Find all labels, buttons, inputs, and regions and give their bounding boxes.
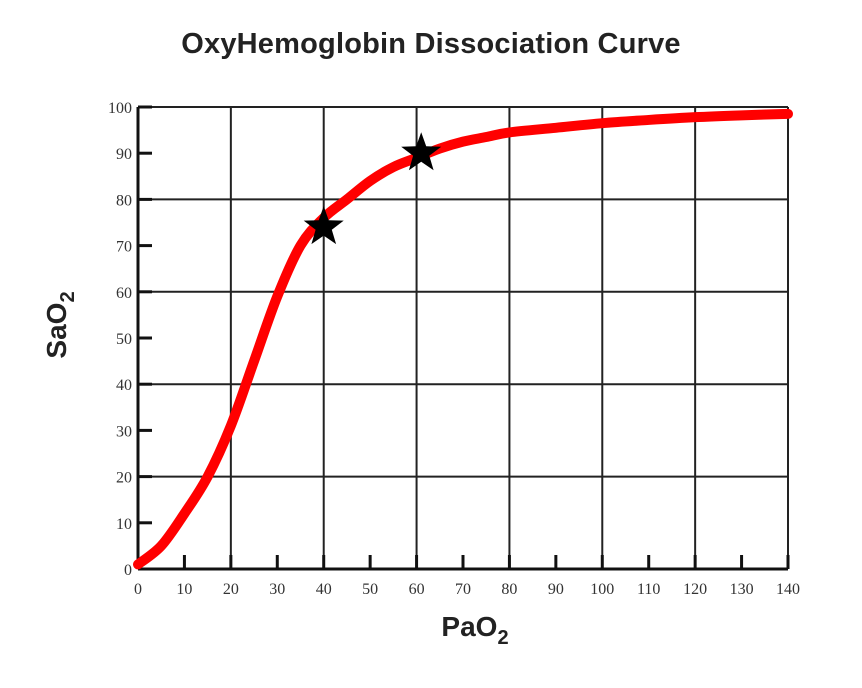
x-tick-label: 110 — [637, 581, 660, 598]
x-tick-label: 90 — [548, 581, 564, 598]
x-tick-label: 60 — [409, 581, 425, 598]
x-gridlines — [137, 107, 789, 569]
y-axis-title-main: SaO — [41, 303, 72, 359]
x-tick-label: 80 — [501, 581, 517, 598]
x-ticks: 0 10 20 30 40 50 60 70 80 90 100 110 120 130 140 — [134, 555, 800, 598]
x-tick-label: 20 — [223, 581, 239, 598]
star-marker — [303, 206, 344, 245]
x-tick-label: 130 — [730, 581, 754, 598]
y-tick-label: 80 — [116, 192, 132, 209]
x-axis-title-sub: 2 — [497, 627, 508, 649]
y-tick-label: 0 — [124, 562, 132, 579]
series-group — [133, 108, 793, 570]
y-tick-label: 10 — [116, 516, 132, 533]
y-ticks: 0 10 20 30 40 50 60 70 80 90 100 — [108, 100, 152, 579]
series-line — [133, 108, 793, 570]
x-tick-label: 30 — [269, 581, 285, 598]
markers-group — [303, 132, 442, 245]
y-axis-title-sub: 2 — [57, 291, 79, 302]
x-tick-label: 140 — [776, 581, 800, 598]
x-tick-label: 70 — [455, 581, 471, 598]
star-marker — [401, 132, 442, 171]
y-tick-label: 50 — [116, 331, 132, 348]
y-tick-label: 70 — [116, 239, 132, 256]
y-tick-label: 60 — [116, 285, 132, 302]
x-axis-title-main: PaO — [441, 611, 497, 642]
y-axis-title: SaO2 — [41, 291, 79, 358]
y-tick-label: 20 — [116, 470, 132, 487]
y-tick-label: 30 — [116, 423, 132, 440]
y-gridlines — [138, 106, 788, 570]
x-tick-label: 120 — [683, 581, 707, 598]
x-tick-label: 10 — [176, 581, 192, 598]
x-tick-label: 0 — [134, 581, 142, 598]
y-tick-label: 100 — [108, 100, 132, 117]
x-tick-label: 50 — [362, 581, 378, 598]
y-tick-label: 40 — [116, 377, 132, 394]
y-tick-label: 90 — [116, 146, 132, 163]
chart-title: OxyHemoglobin Dissociation Curve — [181, 28, 681, 60]
x-axis-title: PaO2 — [441, 611, 508, 649]
axes — [136, 107, 788, 571]
x-tick-label: 40 — [316, 581, 332, 598]
x-tick-label: 100 — [590, 581, 614, 598]
